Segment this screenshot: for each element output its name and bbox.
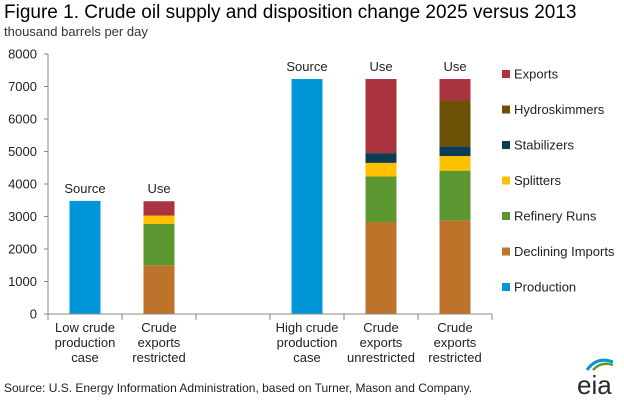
bar-annotation: Source [286,59,327,74]
bar-segment-declining-imports [439,220,471,314]
x-category-label: case [71,350,98,365]
y-tick-label: 8000 [8,47,37,62]
stacked-bar-chart: 0 1000 2000 3000 4000 5000 6000 7000 8000 Low cr… [8,47,615,366]
eia-logo: eia [577,358,614,398]
x-category-label: unrestricted [347,350,415,365]
x-category-label: Crude [437,320,472,335]
x-category-label: Low crude [55,320,115,335]
y-tick-label: 1000 [8,274,37,289]
x-category-label: restricted [428,350,481,365]
chart-title: Figure 1. Crude oil supply and dispositi… [4,2,577,23]
y-tick-label: 4000 [8,177,37,192]
y-tick-label: 2000 [8,242,37,257]
source-note: Source: U.S. Energy Information Administ… [4,381,473,395]
x-category-label: exports [138,335,181,350]
x-category-label: production [277,335,338,350]
bar-segment-splitters [143,215,175,224]
y-tick-label: 0 [30,307,37,322]
bar-segment-splitters [439,156,471,171]
y-tick-label: 5000 [8,144,37,159]
bar-annotation: Use [443,59,466,74]
legend-swatch [502,70,510,78]
y-tick-label: 6000 [8,112,37,127]
legend-swatch [502,176,510,185]
legend-label: Splitters [514,173,561,188]
x-category-label: production [55,335,116,350]
legend-label: Hydroskimmers [514,102,605,117]
bar-segment-declining-imports [143,265,175,314]
bar-annotations: Source Use Source Use Use [64,59,466,196]
x-category-label: High crude [276,320,339,335]
bar-segment-refinery-runs [439,170,471,221]
legend-label: Exports [514,67,559,82]
bar-segment-stabilizers [439,146,471,157]
y-axis: 0 1000 2000 3000 4000 5000 6000 7000 8000 [8,47,49,322]
chart-subtitle: thousand barrels per day [4,24,148,39]
legend-label: Production [514,280,576,295]
legend-swatch [502,141,510,149]
legend-swatch [502,212,510,220]
bar-segment-production [69,200,101,314]
legend-label: Declining Imports [514,244,615,259]
bar-segment-exports [439,79,471,101]
x-category-label: exports [434,335,477,350]
bar-annotation: Use [369,59,392,74]
x-category-label: case [293,350,320,365]
bar-segment-exports [143,201,175,216]
legend-label: Refinery Runs [514,209,597,224]
legend-swatch [502,283,510,291]
y-tick-label: 7000 [8,79,37,94]
bar-segment-hydroskimmers [439,100,471,147]
bar-segment-declining-imports [365,222,397,314]
y-tick-label: 3000 [8,209,37,224]
bar-annotation: Source [64,181,105,196]
bar-segment-splitters [365,162,397,177]
svg-text:eia: eia [577,370,612,398]
x-category-label: Crude [141,320,176,335]
bar-stacks [69,79,471,315]
bar-segment-production [291,79,323,315]
legend-swatch [502,247,510,256]
x-category-label: exports [360,335,403,350]
bar-segment-refinery-runs [365,176,397,223]
bar-segment-refinery-runs [143,223,175,266]
legend-swatch [502,105,510,114]
bar-segment-stabilizers [365,153,397,163]
x-axis: Low crudeproductioncaseCrudeexportsrestr… [47,313,493,365]
legend-label: Stabilizers [514,138,574,153]
x-category-label: restricted [132,350,185,365]
legend: Exports Hydroskimmers Stabilizers Splitters… [502,67,615,295]
bar-segment-exports [365,79,397,154]
x-category-label: Crude [363,320,398,335]
bar-annotation: Use [147,181,170,196]
